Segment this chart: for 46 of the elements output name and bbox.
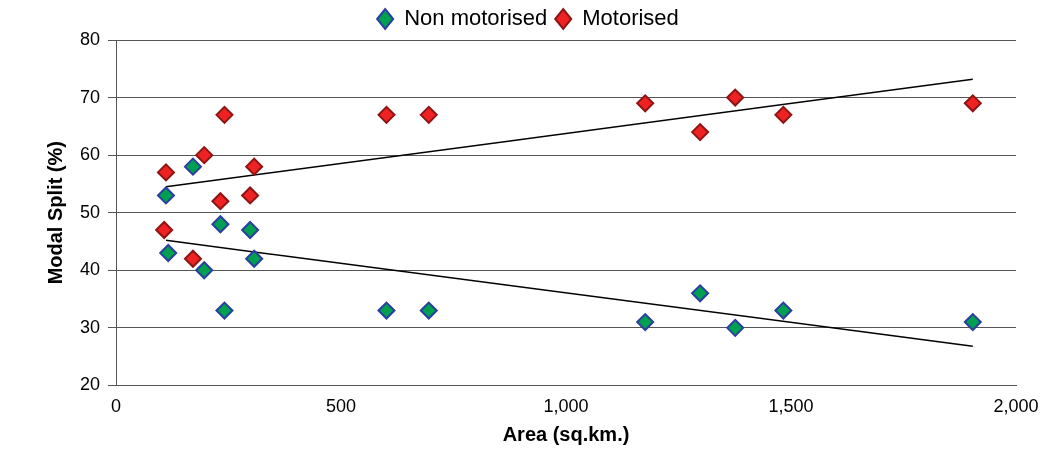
point (195, 146, 214, 165)
point (691, 284, 710, 303)
x-tick-label: 1,500 (768, 396, 814, 417)
point (155, 220, 174, 239)
point (215, 105, 234, 124)
point (636, 94, 655, 113)
x-tick-label: 500 (325, 396, 357, 417)
y-tick-label: 20 (79, 374, 101, 395)
point (419, 105, 438, 124)
point (211, 215, 230, 234)
point (726, 88, 745, 107)
y-tick-label: 40 (79, 259, 101, 280)
point (419, 301, 438, 320)
y-axis-title: Modal Split (%) (43, 141, 66, 285)
point (156, 163, 175, 182)
point (377, 105, 396, 124)
point (183, 249, 202, 268)
point (691, 123, 710, 142)
point (159, 244, 178, 262)
point (377, 301, 396, 320)
point (774, 301, 793, 320)
x-tick-label: 1,000 (543, 396, 589, 417)
point (963, 313, 982, 332)
y-tick-label: 60 (79, 144, 101, 165)
y-tick-label: 70 (79, 86, 101, 107)
legend-label: Motorised (582, 5, 679, 31)
point (215, 301, 234, 320)
x-tick-label: 2,000 (993, 396, 1039, 417)
point (195, 261, 214, 280)
point (156, 186, 175, 205)
point (183, 157, 202, 176)
point (241, 186, 260, 205)
point (245, 157, 264, 176)
point (726, 318, 745, 337)
point (774, 105, 793, 124)
x-axis-title: Area (sq.km.) (502, 422, 630, 445)
y-tick-label: 50 (79, 201, 101, 222)
point (241, 220, 260, 239)
point (211, 192, 230, 211)
y-tick-label: 80 (79, 28, 101, 49)
point (636, 313, 655, 332)
point (245, 249, 264, 268)
x-tick-label: 0 (111, 396, 122, 417)
y-tick-label: 30 (79, 316, 101, 337)
legend-label: Non motorised (404, 5, 548, 31)
point (963, 94, 982, 113)
